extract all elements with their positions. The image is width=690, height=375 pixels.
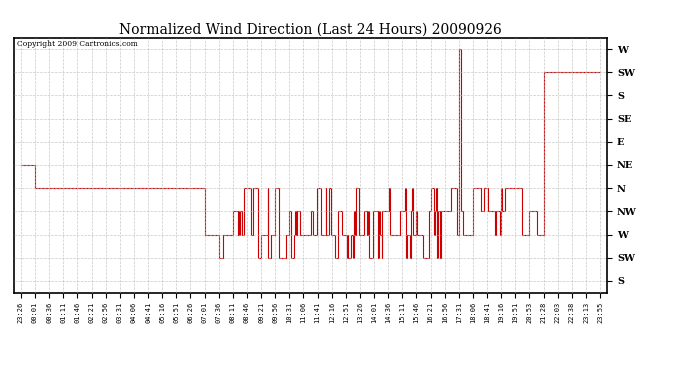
Text: Copyright 2009 Cartronics.com: Copyright 2009 Cartronics.com bbox=[17, 40, 137, 48]
Title: Normalized Wind Direction (Last 24 Hours) 20090926: Normalized Wind Direction (Last 24 Hours… bbox=[119, 22, 502, 36]
